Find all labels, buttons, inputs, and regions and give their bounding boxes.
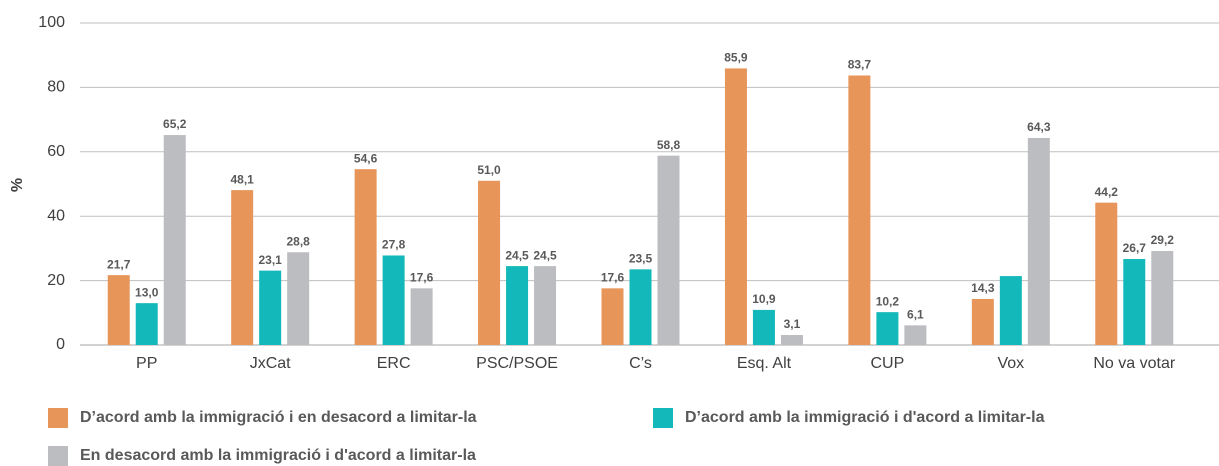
value-label: 3,1: [784, 317, 801, 331]
value-label: 54,6: [354, 151, 378, 165]
value-label: 17,6: [601, 270, 625, 284]
legend-label: D’acord amb la immigració i d'acord a li…: [685, 409, 1045, 426]
bar: [1095, 202, 1118, 345]
value-label: 85,9: [724, 51, 748, 65]
x-tick-label: CUP: [870, 355, 904, 372]
bar: [354, 169, 377, 345]
bar: [971, 298, 994, 345]
bar: [382, 255, 405, 345]
value-label: 29,2: [1151, 233, 1175, 247]
y-tick-label: 0: [56, 336, 65, 353]
bar: [287, 252, 310, 345]
value-label: 24,5: [533, 248, 557, 262]
y-axis-label: %: [9, 178, 26, 192]
bar: [1151, 250, 1174, 345]
bar: [999, 276, 1022, 345]
x-tick-label: C’s: [629, 355, 652, 372]
value-label: 26,7: [1123, 241, 1147, 255]
value-label: 48,1: [230, 172, 254, 186]
value-label: 13,0: [135, 285, 159, 299]
bar: [231, 190, 254, 345]
value-label: 10,2: [876, 294, 900, 308]
x-tick-label: PSC/PSOE: [476, 355, 558, 372]
value-label: 24,5: [505, 248, 529, 262]
value-label: 44,2: [1095, 185, 1119, 199]
bar: [135, 303, 158, 345]
x-tick-label: Esq. Alt: [737, 355, 792, 372]
x-tick-label: No va votar: [1093, 355, 1175, 372]
bar: [163, 135, 186, 345]
bar: [657, 155, 680, 345]
value-label: 51,0: [477, 163, 501, 177]
legend-label: D’acord amb la immigració i en desacord …: [80, 409, 477, 426]
value-label: 10,9: [752, 292, 776, 306]
bar: [752, 309, 775, 345]
bar: [724, 68, 747, 345]
value-label: 21,7: [107, 257, 131, 271]
value-label: 17,6: [410, 270, 434, 284]
y-tick-label: 60: [47, 143, 65, 160]
bar: [876, 312, 899, 345]
legend-swatch: [653, 408, 673, 428]
y-tick-label: 20: [47, 272, 65, 289]
bar: [1027, 137, 1050, 345]
bar: [1123, 259, 1146, 345]
value-label: 23,5: [629, 252, 653, 266]
bar: [601, 288, 624, 345]
y-tick-label: 80: [47, 79, 65, 96]
y-tick-label: 40: [47, 207, 65, 224]
legend-swatch: [48, 446, 68, 466]
bar: [780, 335, 803, 345]
value-label: 58,8: [657, 138, 681, 152]
bar: [629, 269, 652, 345]
value-label: 83,7: [848, 58, 872, 72]
bar: [506, 266, 529, 345]
legend-swatch: [48, 408, 68, 428]
value-label: 14,3: [971, 281, 995, 295]
bar: [904, 325, 927, 345]
value-label: 28,8: [286, 234, 310, 248]
bar: [259, 270, 282, 345]
value-label: 65,2: [163, 117, 187, 131]
bar: [534, 266, 557, 345]
legend-label: En desacord amb la immigració i d'acord …: [80, 447, 476, 464]
x-tick-label: PP: [136, 355, 157, 372]
y-tick-label: 100: [38, 14, 65, 31]
value-label: 6,1: [907, 308, 924, 322]
bar: [478, 180, 501, 345]
x-tick-label: ERC: [377, 355, 411, 372]
x-tick-label: JxCat: [250, 355, 291, 372]
bar: [107, 275, 130, 345]
value-label: 23,1: [258, 253, 282, 267]
value-label: 27,8: [382, 238, 406, 252]
bar: [848, 75, 871, 346]
x-tick-label: Vox: [997, 355, 1024, 372]
bar: [410, 288, 433, 345]
value-label: 64,3: [1027, 120, 1051, 134]
